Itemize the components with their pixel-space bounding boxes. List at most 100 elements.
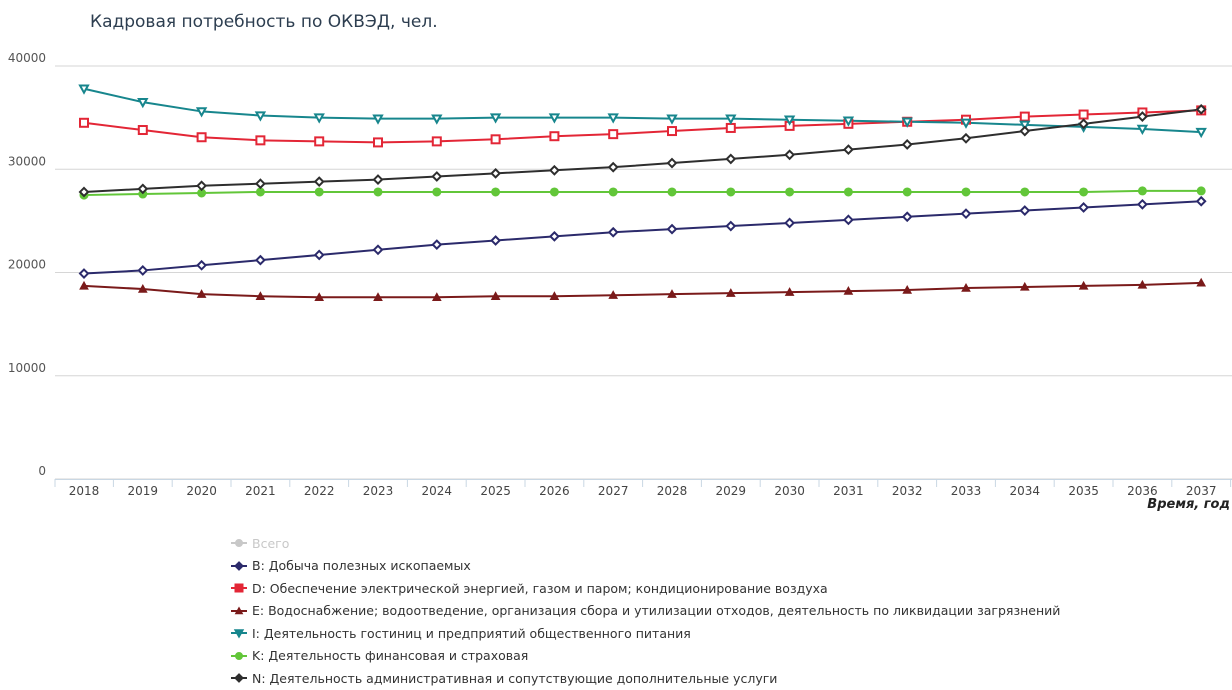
data-point (254, 178, 266, 190)
data-point (196, 289, 207, 298)
x-tick-label: 2036 (1127, 484, 1158, 498)
x-tick-label: 2021 (245, 484, 276, 498)
data-point (549, 131, 560, 142)
x-tick-label: 2024 (422, 484, 453, 498)
data-point (373, 292, 383, 301)
x-tick-label: 2018 (69, 484, 100, 498)
data-point (372, 114, 384, 125)
data-point (373, 137, 383, 148)
data-point (254, 111, 267, 122)
data-point (314, 292, 325, 301)
data-point (725, 288, 736, 297)
data-point (842, 214, 854, 226)
data-point (549, 291, 560, 300)
data-point (137, 125, 148, 136)
legend-label: Всего (252, 535, 290, 551)
data-point (431, 239, 443, 251)
data-point (195, 107, 208, 118)
legend-item[interactable]: I: Деятельность гостиниц и предприятий о… (230, 622, 1060, 645)
data-point (549, 187, 559, 197)
data-point (254, 254, 266, 266)
legend-item[interactable]: B: Добыча полезных ископаемых (230, 555, 1060, 578)
data-point (667, 126, 677, 137)
data-point (666, 114, 678, 125)
data-point (78, 268, 90, 279)
data-point (548, 164, 560, 176)
data-point (607, 161, 619, 173)
legend-item[interactable]: E: Водоснабжение; водоотведение, организ… (230, 600, 1060, 623)
legend-marker (235, 539, 243, 548)
legend-symbol-icon (231, 583, 247, 593)
data-point (666, 157, 678, 169)
data-point (1136, 124, 1149, 136)
data-point (901, 117, 913, 128)
data-point (314, 136, 325, 147)
data-point (431, 114, 443, 125)
data-point (667, 187, 677, 197)
data-point (1078, 118, 1090, 130)
data-point (608, 290, 619, 299)
data-point (1019, 111, 1030, 122)
data-point (608, 129, 619, 140)
legend-label: D: Обеспечение электрической энергией, г… (252, 580, 828, 596)
data-point (137, 265, 149, 276)
legend-marker (234, 673, 244, 684)
y-tick-label: 20000 (8, 258, 46, 272)
legend-marker (234, 606, 244, 615)
y-tick-label: 10000 (8, 361, 46, 375)
legend-symbol-icon (231, 606, 247, 615)
legend-item[interactable]: N: Деятельность административная и сопут… (230, 667, 1060, 690)
data-point (373, 187, 383, 197)
x-tick-label: 2026 (539, 484, 570, 498)
data-point (901, 211, 913, 223)
data-point (1195, 103, 1207, 115)
data-point (1137, 279, 1148, 289)
data-point (432, 187, 442, 197)
legend-marker (233, 629, 245, 639)
legend-item[interactable]: Всего (230, 532, 1060, 555)
legend-label: I: Деятельность гостиниц и предприятий о… (252, 625, 691, 641)
series-line (83, 281, 1202, 299)
data-point (961, 187, 971, 197)
data-point (196, 259, 208, 271)
legend-item[interactable]: K: Деятельность финансовая и страховая (230, 645, 1060, 668)
data-point (490, 235, 502, 246)
data-point (78, 84, 90, 95)
legend-symbol-icon (231, 629, 247, 639)
x-tick-label: 2034 (1010, 484, 1041, 498)
legend-marker (235, 651, 243, 660)
data-point (491, 187, 501, 197)
data-point (196, 180, 208, 192)
data-point (725, 153, 737, 165)
x-tick-label: 2019 (128, 484, 159, 498)
legend-symbol-icon (231, 651, 247, 660)
data-point (607, 113, 619, 124)
y-tick-label: 40000 (8, 51, 46, 65)
x-tick-label: 2037 (1186, 484, 1217, 498)
data-point (137, 183, 149, 195)
data-point (255, 135, 266, 146)
data-point (842, 144, 854, 156)
data-point (784, 287, 795, 296)
data-point (1195, 127, 1207, 139)
data-point (1195, 195, 1207, 207)
legend-marker (234, 560, 244, 571)
data-point (1078, 109, 1089, 120)
legend-item[interactable]: D: Обеспечение электрической энергией, г… (230, 577, 1060, 600)
data-point (490, 291, 501, 300)
data-point (1019, 205, 1031, 216)
data-point (901, 139, 913, 150)
data-point (78, 186, 90, 198)
data-point (431, 136, 442, 147)
x-tick-label: 2032 (892, 484, 923, 498)
x-tick-label: 2020 (186, 484, 217, 498)
data-point (666, 223, 678, 235)
x-tick-label: 2029 (716, 484, 747, 498)
legend-symbol-icon (231, 539, 247, 548)
data-point (785, 187, 795, 197)
data-point (607, 226, 619, 238)
data-point (725, 114, 737, 125)
data-point (961, 282, 971, 292)
data-point (726, 187, 736, 197)
data-point (1079, 187, 1089, 197)
